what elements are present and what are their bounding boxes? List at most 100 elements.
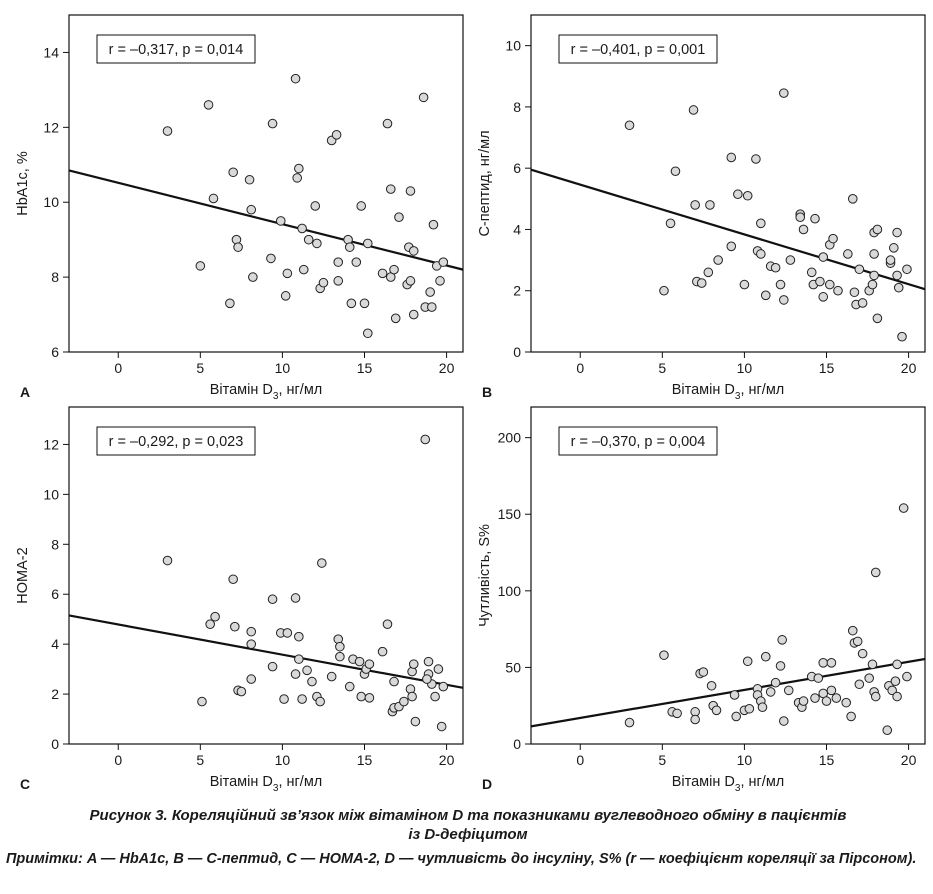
- data-point: [246, 204, 257, 215]
- data-point: [890, 676, 901, 686]
- y-axis-label: С-пептид, нг/мл: [477, 130, 493, 236]
- data-point: [688, 105, 699, 115]
- y-tick-label: 8: [51, 269, 59, 285]
- data-point: [382, 619, 393, 629]
- stat-box: [558, 34, 718, 64]
- data-point: [356, 691, 367, 702]
- data-point: [326, 671, 337, 682]
- stat-text: r = –0,292, p = 0,023: [109, 434, 244, 450]
- data-point: [351, 257, 362, 267]
- data-point: [399, 696, 409, 707]
- data-point: [852, 636, 863, 647]
- x-axis-label-unit: , нг/мл: [740, 774, 784, 790]
- data-point: [826, 658, 837, 668]
- y-axis-label: HOMA-2: [15, 547, 31, 603]
- x-tick-label: 10: [737, 752, 753, 768]
- data-point: [246, 626, 257, 637]
- data-point: [798, 696, 809, 706]
- plot-frame: [68, 406, 464, 745]
- data-point: [770, 262, 781, 273]
- data-point: [364, 693, 375, 703]
- y-axis-label: HbA1c, %: [15, 151, 31, 216]
- y-tick-label: 6: [51, 344, 59, 360]
- x-tick-label: 20: [439, 752, 455, 768]
- data-point: [869, 270, 879, 281]
- panel-a: 0 5 10 15 20 6 8 10 12 14 r = –0,317, p = 0,014 HbA…: [6, 8, 468, 408]
- data-point: [779, 295, 789, 305]
- data-point: [203, 100, 214, 110]
- plot-frame: [530, 406, 926, 745]
- data-point: [818, 292, 829, 302]
- x-axis-label-unit: , нг/мл: [278, 774, 322, 790]
- data-point: [298, 264, 309, 275]
- x-axis-label-subscript: 3: [735, 391, 741, 402]
- y-tick-label: 10: [43, 194, 59, 210]
- data-point: [267, 118, 278, 129]
- stat-text: r = –0,370, p = 0,004: [571, 434, 706, 450]
- data-point: [436, 721, 447, 732]
- data-point: [427, 302, 437, 312]
- data-point: [430, 691, 440, 702]
- x-axis-label-subscript: 3: [735, 783, 741, 794]
- x-axis-label-subscript: 3: [273, 391, 279, 402]
- stat-text: r = –0,401, p = 0,001: [571, 42, 706, 58]
- data-point: [849, 287, 860, 298]
- y-tick-label: 12: [43, 119, 59, 135]
- data-point: [867, 659, 878, 670]
- data-point: [197, 696, 207, 707]
- data-point: [275, 216, 286, 226]
- data-point: [703, 267, 714, 278]
- x-tick-label: 5: [658, 752, 666, 768]
- data-point: [390, 313, 401, 324]
- data-point: [733, 189, 743, 200]
- regression-line: [530, 168, 926, 291]
- data-point: [307, 676, 317, 687]
- data-point: [362, 328, 373, 339]
- data-point: [244, 174, 255, 185]
- data-point: [672, 708, 682, 719]
- data-point: [770, 677, 781, 688]
- data-point: [210, 611, 220, 622]
- y-tick-label: 4: [513, 221, 521, 237]
- data-point: [162, 126, 173, 136]
- x-axis-label-unit: , нг/мл: [278, 382, 322, 398]
- data-point: [847, 194, 858, 204]
- data-point: [843, 249, 853, 259]
- data-point: [757, 702, 768, 713]
- x-axis-label-main: Вітамін D: [210, 774, 273, 790]
- y-tick-label: 50: [505, 659, 521, 675]
- x-axis-label-unit: , нг/мл: [740, 382, 784, 398]
- data-point: [624, 120, 635, 131]
- x-tick-label: 5: [658, 360, 666, 376]
- x-axis-label: Вітамін D3, нг/мл: [210, 774, 323, 794]
- data-point: [765, 687, 776, 697]
- x-tick-label: 20: [901, 360, 917, 376]
- data-point: [267, 594, 278, 605]
- data-point: [869, 249, 879, 259]
- stat-box: [558, 426, 718, 456]
- data-point: [826, 685, 837, 696]
- data-point: [425, 287, 435, 297]
- data-point: [377, 268, 388, 279]
- data-point: [290, 73, 301, 84]
- data-point: [760, 651, 771, 662]
- data-point: [356, 201, 367, 211]
- data-point: [344, 681, 355, 692]
- data-point: [333, 276, 344, 286]
- data-point: [246, 674, 257, 684]
- data-point: [893, 282, 904, 293]
- y-tick-label: 0: [513, 736, 521, 752]
- data-point: [690, 200, 700, 210]
- data-point: [833, 285, 843, 296]
- data-point: [726, 241, 737, 252]
- data-point: [335, 651, 345, 662]
- data-point: [892, 691, 902, 702]
- y-axis-label: Чутливість, S%: [477, 524, 493, 627]
- data-point: [902, 264, 912, 275]
- data-point: [292, 173, 302, 183]
- data-point: [706, 680, 717, 691]
- data-point: [364, 659, 375, 669]
- x-tick-label: 5: [196, 752, 204, 768]
- x-tick-label: 5: [196, 360, 204, 376]
- data-point: [290, 593, 301, 603]
